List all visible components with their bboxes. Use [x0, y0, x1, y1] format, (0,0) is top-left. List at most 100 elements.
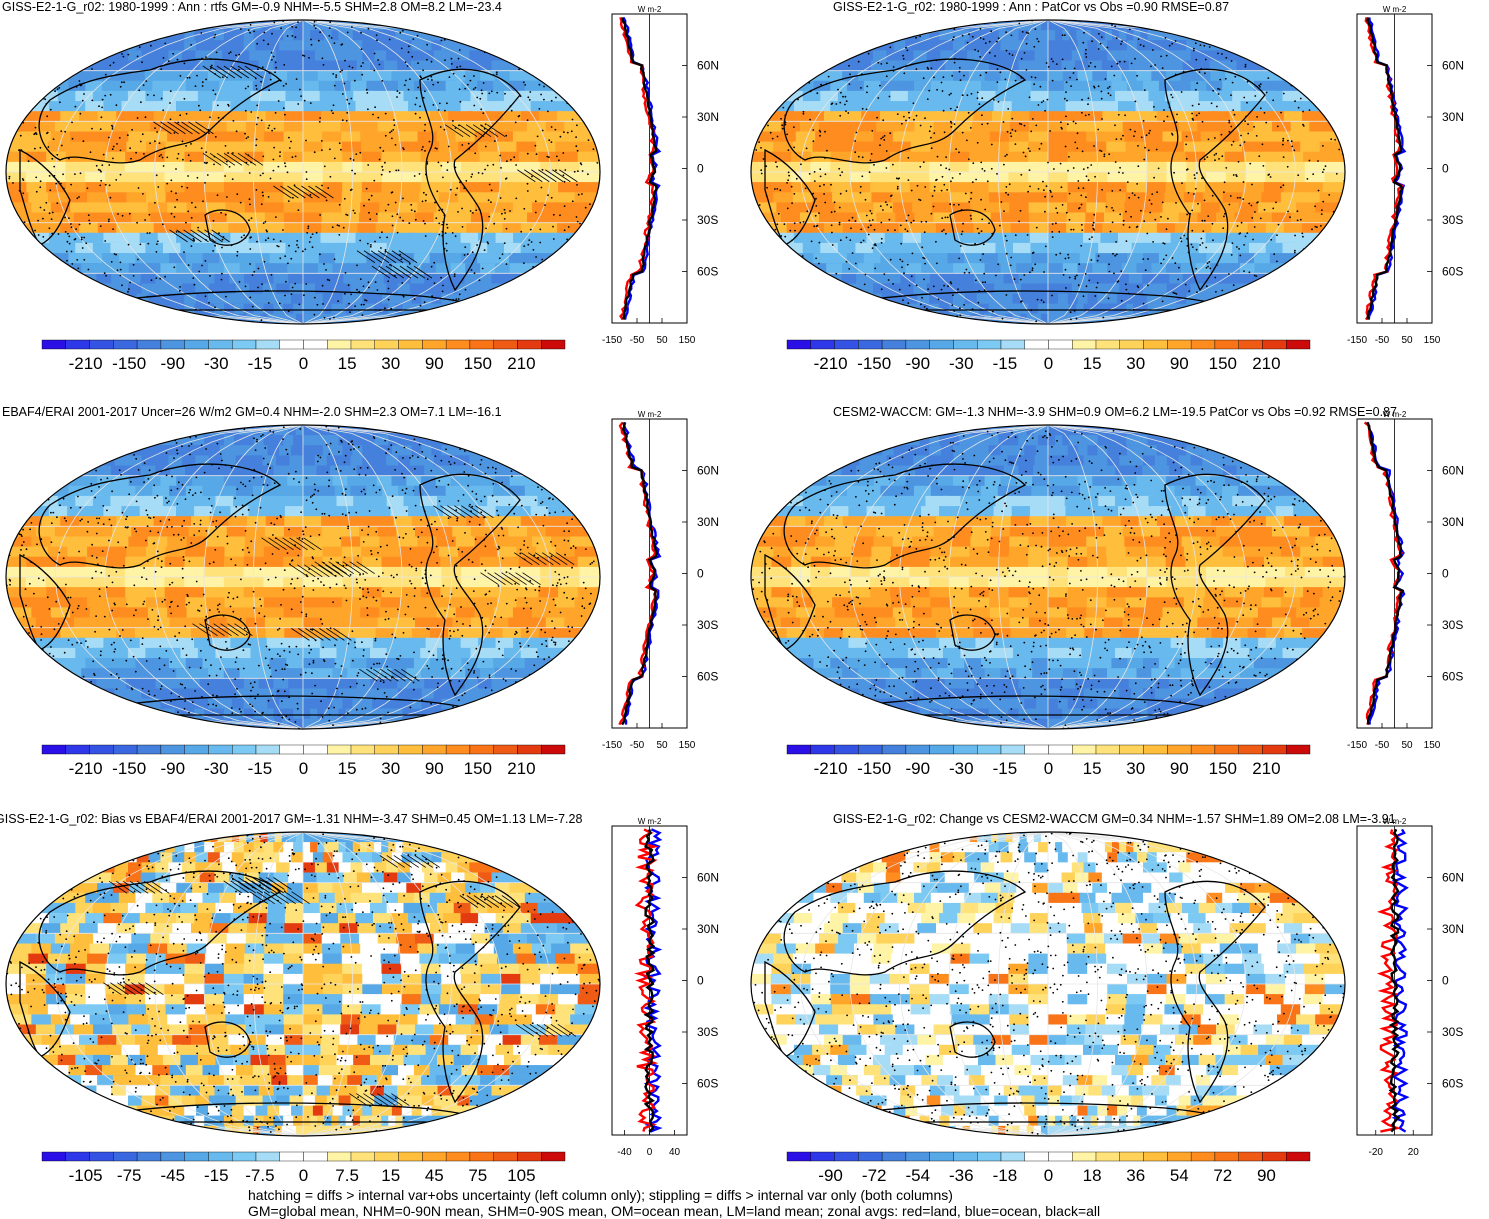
colorbar-label: 105 [507, 1166, 535, 1185]
colorbar-label: -45 [161, 1166, 186, 1185]
map-outline [5, 19, 601, 325]
panel-title: GISS-E2-1-G_r02: 1980-1999 : Ann : rtfs … [2, 0, 502, 14]
colorbar-label: 210 [507, 354, 535, 373]
zonal-lat-label: 60S [1442, 265, 1463, 279]
colorbar-swatch [1262, 744, 1287, 755]
colorbar-swatch [858, 339, 883, 350]
colorbar-swatch [1190, 1151, 1216, 1162]
colorbar-swatch [469, 744, 494, 755]
colorbar-swatch [1095, 1151, 1120, 1162]
panel-title: GISS-E2-1-G_r02: Bias vs EBAF4/ERAI 2001… [0, 812, 583, 826]
zonal-xtick-label: -150 [602, 740, 622, 751]
colorbar-swatch [41, 1151, 66, 1162]
colorbar-label: -90 [906, 354, 931, 373]
zonal-curve [1391, 828, 1410, 1133]
map-field [6, 20, 600, 324]
colorbar-swatch [41, 339, 66, 350]
colorbar-label: 150 [1209, 354, 1237, 373]
colorbar-swatch [445, 339, 471, 350]
zonal-unit-label: W m-2 [1383, 5, 1407, 14]
zonal-lat-label: 0 [697, 567, 704, 581]
zonal-lat-label: 60N [1442, 59, 1464, 73]
zonal-xtick-label: 40 [669, 1147, 681, 1158]
zonal-lat-label: 30S [697, 618, 718, 632]
colorbar-label: 210 [1252, 759, 1280, 778]
colorbar-swatch [493, 744, 518, 755]
colorbar-label: -18 [993, 1166, 1018, 1185]
colorbar-swatch [1119, 1151, 1144, 1162]
colorbar-label: 90 [1257, 1166, 1276, 1185]
colorbar-swatch [1238, 1151, 1263, 1162]
panel-title: EBAF4/ERAI 2001-2017 Uncer=26 W/m2 GM=0.… [2, 405, 502, 419]
colorbar-swatch [113, 339, 138, 350]
colorbar-label: -210 [69, 354, 103, 373]
colorbar-label: 54 [1170, 1166, 1189, 1185]
zonal-lat-label: 60N [697, 59, 719, 73]
colorbar-swatch [208, 744, 233, 755]
colorbar-label: 15 [338, 354, 357, 373]
zonal-unit-label: W m-2 [1383, 817, 1407, 826]
zonal-unit-label: W m-2 [1383, 410, 1407, 419]
colorbar-swatch [65, 744, 90, 755]
zonal-curve [1364, 17, 1405, 321]
map-field [6, 832, 600, 1136]
colorbar-label: 90 [425, 354, 444, 373]
zonal-xtick-label: -50 [630, 740, 645, 751]
zonal-curve [1366, 421, 1405, 725]
colorbar-swatch [327, 744, 352, 755]
colorbar-label: 90 [1170, 354, 1189, 373]
colorbar-swatch [953, 1151, 978, 1162]
map-outline [5, 424, 601, 730]
colorbar-swatch [303, 339, 328, 350]
zonal-lat-label: 30N [697, 922, 719, 936]
zonal-lat-label: 60N [1442, 464, 1464, 478]
colorbar-label: -150 [857, 759, 891, 778]
colorbar-swatch [493, 339, 518, 350]
colorbar-swatch [113, 744, 138, 755]
colorbar-swatch [231, 1151, 257, 1162]
colorbar-label: 30 [381, 759, 400, 778]
zonal-curve [1388, 828, 1401, 1133]
colorbar-swatch [350, 339, 375, 350]
zonal-xtick-label: -50 [1375, 335, 1390, 346]
zonal-curve [643, 828, 663, 1133]
colorbar-label: -90 [818, 1166, 843, 1185]
colorbar-swatch [113, 1151, 138, 1162]
colorbar-swatch [327, 1151, 352, 1162]
colorbar-swatch [303, 1151, 328, 1162]
colorbar-label: -36 [949, 1166, 974, 1185]
colorbar-label: 0 [1044, 1166, 1053, 1185]
colorbar-swatch [422, 339, 447, 350]
colorbar-label: -150 [112, 354, 146, 373]
zonal-lat-label: 60N [697, 464, 719, 478]
colorbar-label: -75 [117, 1166, 142, 1185]
zonal-xtick-label: -150 [1347, 335, 1367, 346]
colorbar-swatch [517, 744, 542, 755]
colorbar-swatch [422, 1151, 447, 1162]
colorbar-label: -72 [862, 1166, 887, 1185]
plot-panel-6: GISS-E2-1-G_r02: Change vs CESM2-WACCM G… [745, 812, 1489, 1217]
colorbar-swatch [905, 1151, 930, 1162]
colorbar-swatch [136, 744, 162, 755]
colorbar-swatch [1024, 744, 1049, 755]
colorbar-swatch [398, 744, 423, 755]
colorbar-label: -30 [204, 759, 229, 778]
colorbar-swatch [834, 744, 859, 755]
map-outline [5, 831, 601, 1137]
zonal-mean-plot: W m-2 -150 -50 50 150 60N 30N 0 30S 60S [602, 410, 719, 751]
zonal-xtick-label: 50 [1401, 740, 1413, 751]
colorbar-swatch [976, 744, 1002, 755]
colorbar-label: 15 [338, 759, 357, 778]
zonal-mean-plot: W m-2 -20 20 60N 30N 0 30S 60S [1356, 817, 1464, 1158]
panel-graphic: W m-2 -20 20 60N 30N 0 30S 60S -90 -72 -54 -36 -18 0 1… [750, 817, 1464, 1185]
zonal-curve [621, 422, 659, 726]
colorbar-swatch [976, 1151, 1002, 1162]
colorbar-swatch [786, 744, 811, 755]
zonal-xtick-label: 0 [647, 1147, 653, 1158]
colorbar-swatch [1143, 339, 1168, 350]
zonal-lat-label: 0 [1442, 162, 1449, 176]
colorbar-swatch [279, 339, 304, 350]
zonal-xtick-label: -150 [1347, 740, 1367, 751]
